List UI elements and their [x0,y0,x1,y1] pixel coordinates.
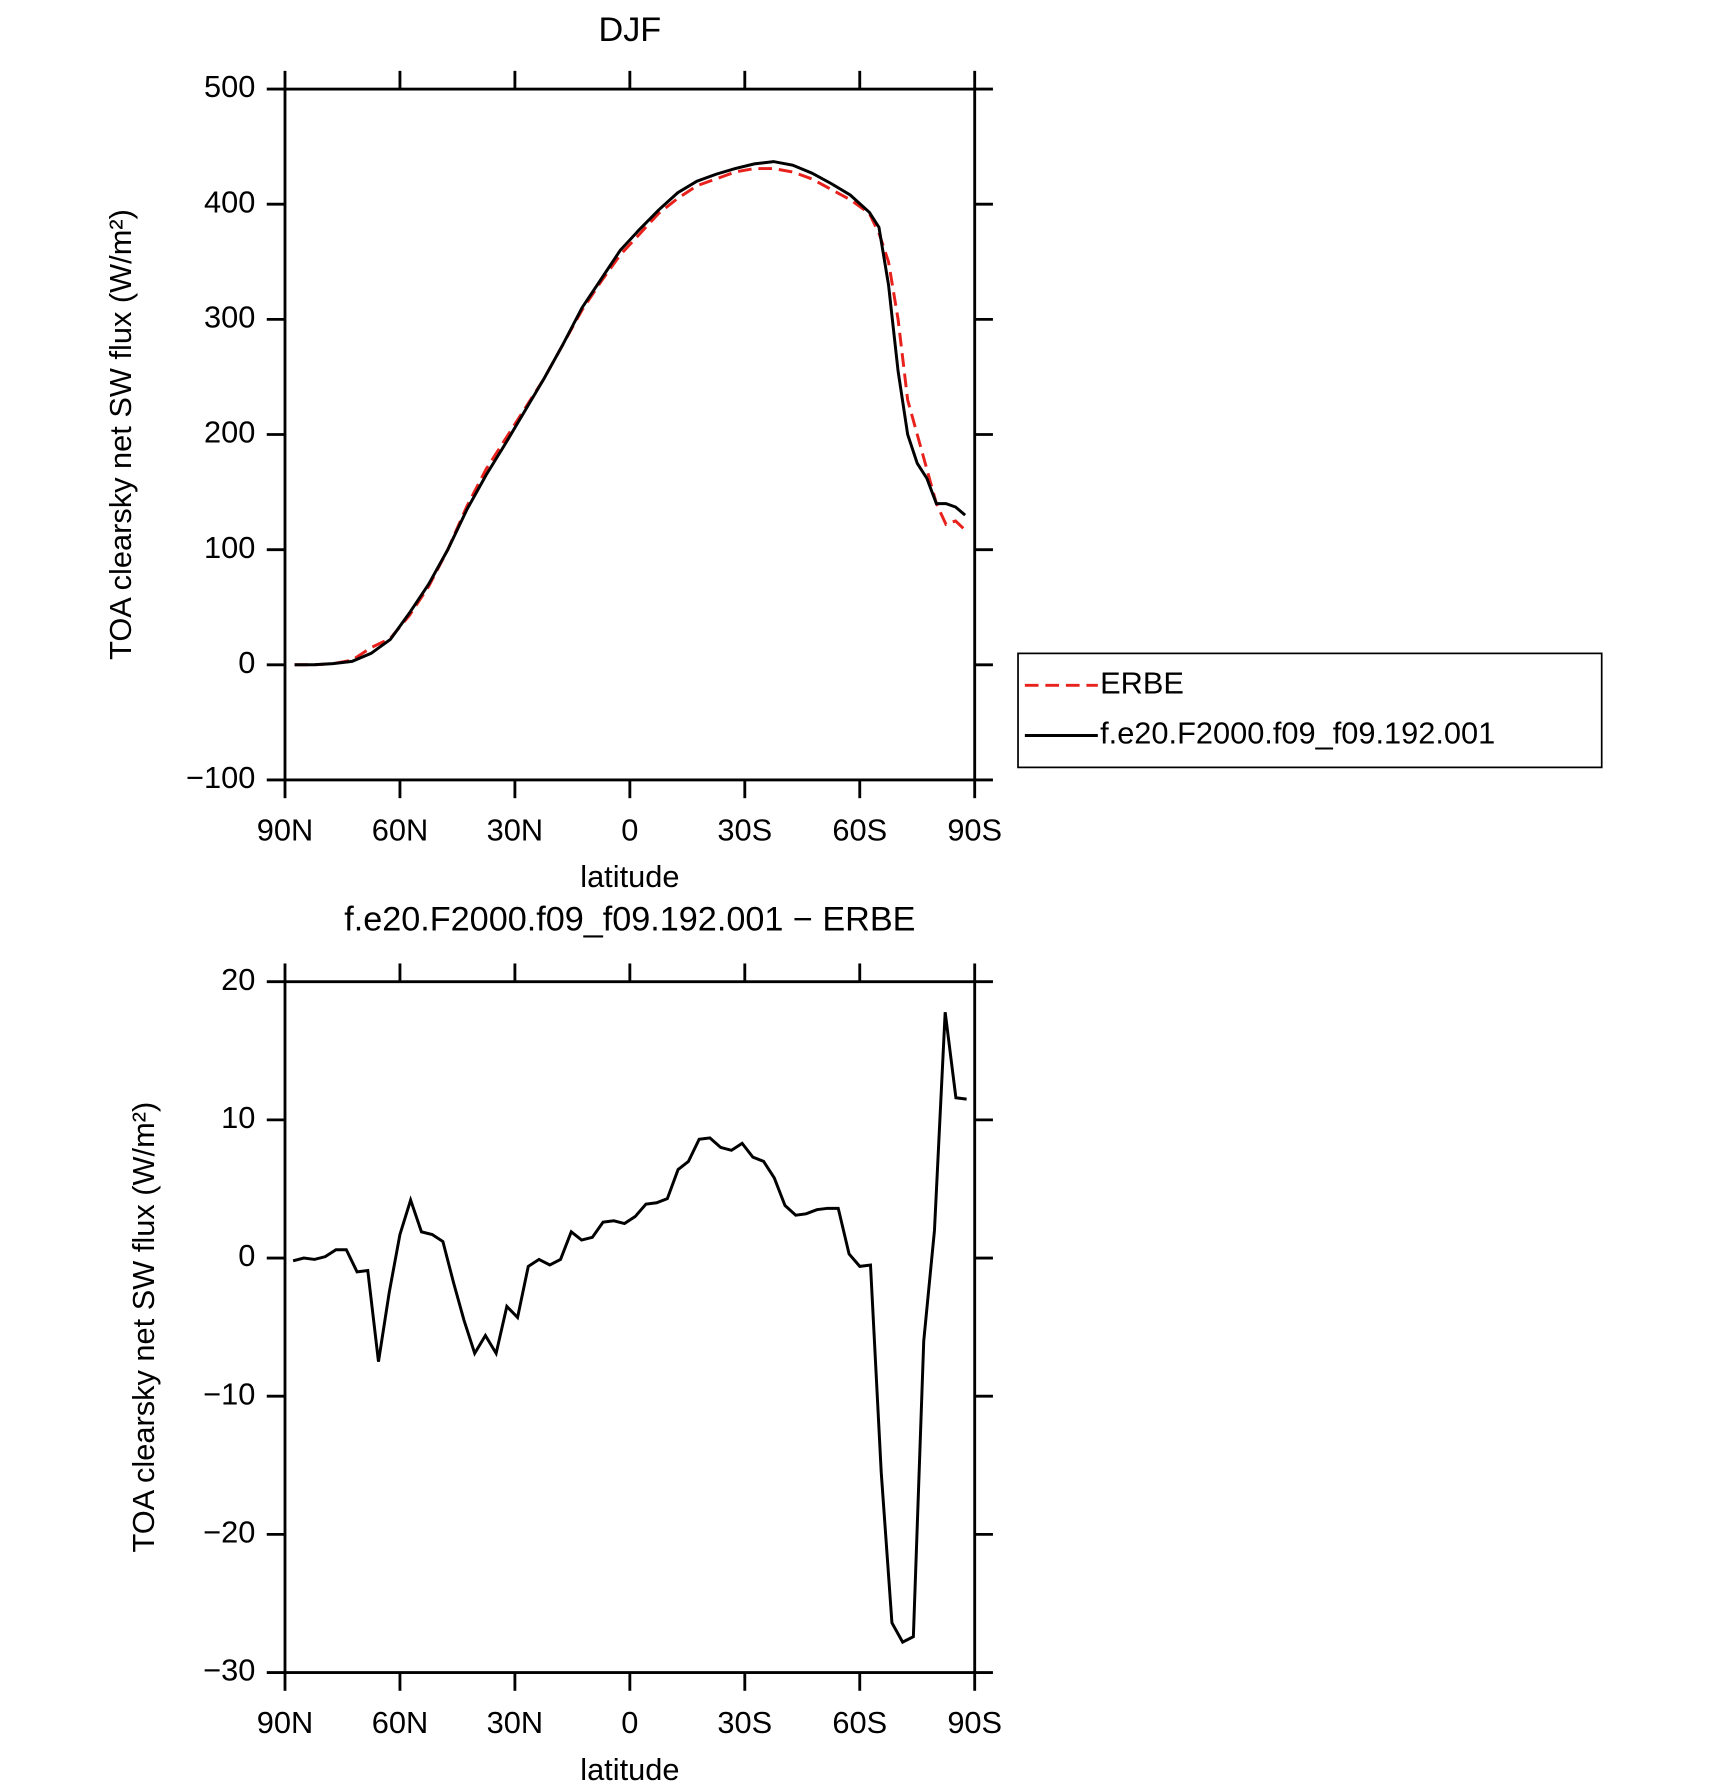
x-tick-label: 60N [372,1705,428,1740]
x-tick-label: 90N [257,1705,313,1740]
x-tick-label: 90N [257,812,313,847]
x-tick-label: 90S [947,812,1002,847]
x-tick-label: 90S [947,1705,1002,1740]
y-tick-label: 20 [221,962,255,997]
series-line [294,167,967,667]
chart-title: f.e20.F2000.f09_f09.192.001 − ERBE [344,900,915,938]
legend-label: ERBE [1100,665,1184,700]
x-tick-label: 60S [832,1705,887,1740]
x-tick-label: 0 [621,1705,638,1740]
plot-frame [283,980,977,1674]
y-tick-label: 100 [204,530,255,565]
x-tick-label: 30S [717,812,772,847]
y-tick-label: 10 [221,1100,255,1135]
y-tick-label: −100 [186,760,255,795]
legend-box [1017,652,1603,769]
x-tick-label: 60N [372,812,428,847]
y-tick-label: 0 [238,645,255,680]
legend-label: f.e20.F2000.f09_f09.192.001 [1100,716,1495,751]
y-tick-label: −30 [203,1653,255,1688]
x-axis-label: latitude [580,859,679,894]
series-line [294,160,967,667]
x-tick-label: 0 [621,812,638,847]
y-tick-label: 200 [204,415,255,450]
x-tick-label: 60S [832,812,887,847]
x-axis-label: latitude [580,1752,679,1787]
y-tick-label: −20 [203,1515,255,1550]
chart-title: DJF [599,11,662,49]
x-tick-label: 30N [487,1705,543,1740]
y-tick-label: 500 [204,69,255,104]
x-tick-label: 30N [487,812,543,847]
y-tick-label: −10 [203,1376,255,1411]
y-axis-label: TOA clearsky net SW flux (W/m²) [103,209,138,660]
y-tick-label: 0 [238,1238,255,1273]
y-axis-label: TOA clearsky net SW flux (W/m²) [126,1102,161,1553]
y-tick-label: 400 [204,184,255,219]
y-tick-label: 300 [204,299,255,334]
series-line [292,1011,967,1645]
x-tick-label: 30S [717,1705,772,1740]
plot-frame [283,87,977,782]
